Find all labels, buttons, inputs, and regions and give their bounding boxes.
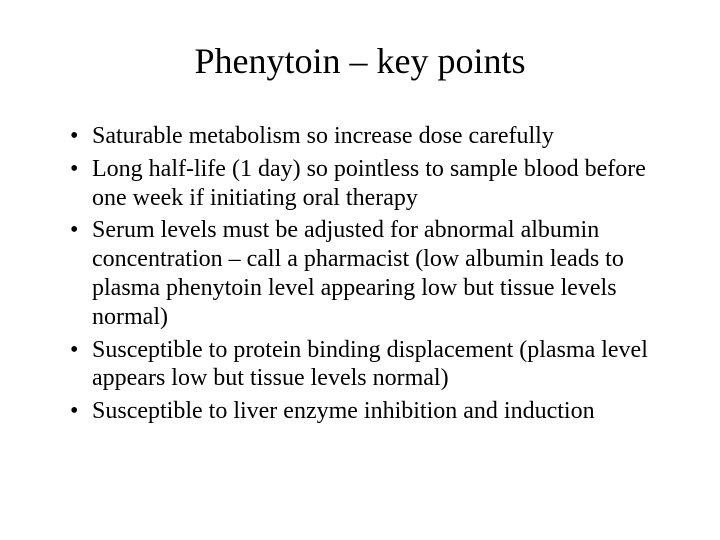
- list-item: Susceptible to protein binding displacem…: [70, 336, 660, 394]
- bullet-list: Saturable metabolism so increase dose ca…: [50, 122, 670, 426]
- list-item: Susceptible to liver enzyme inhibition a…: [70, 397, 660, 426]
- list-item: Long half-life (1 day) so pointless to s…: [70, 155, 660, 213]
- list-item: Serum levels must be adjusted for abnorm…: [70, 216, 660, 331]
- slide-container: Phenytoin – key points Saturable metabol…: [0, 0, 720, 540]
- slide-title: Phenytoin – key points: [50, 40, 670, 82]
- list-item: Saturable metabolism so increase dose ca…: [70, 122, 660, 151]
